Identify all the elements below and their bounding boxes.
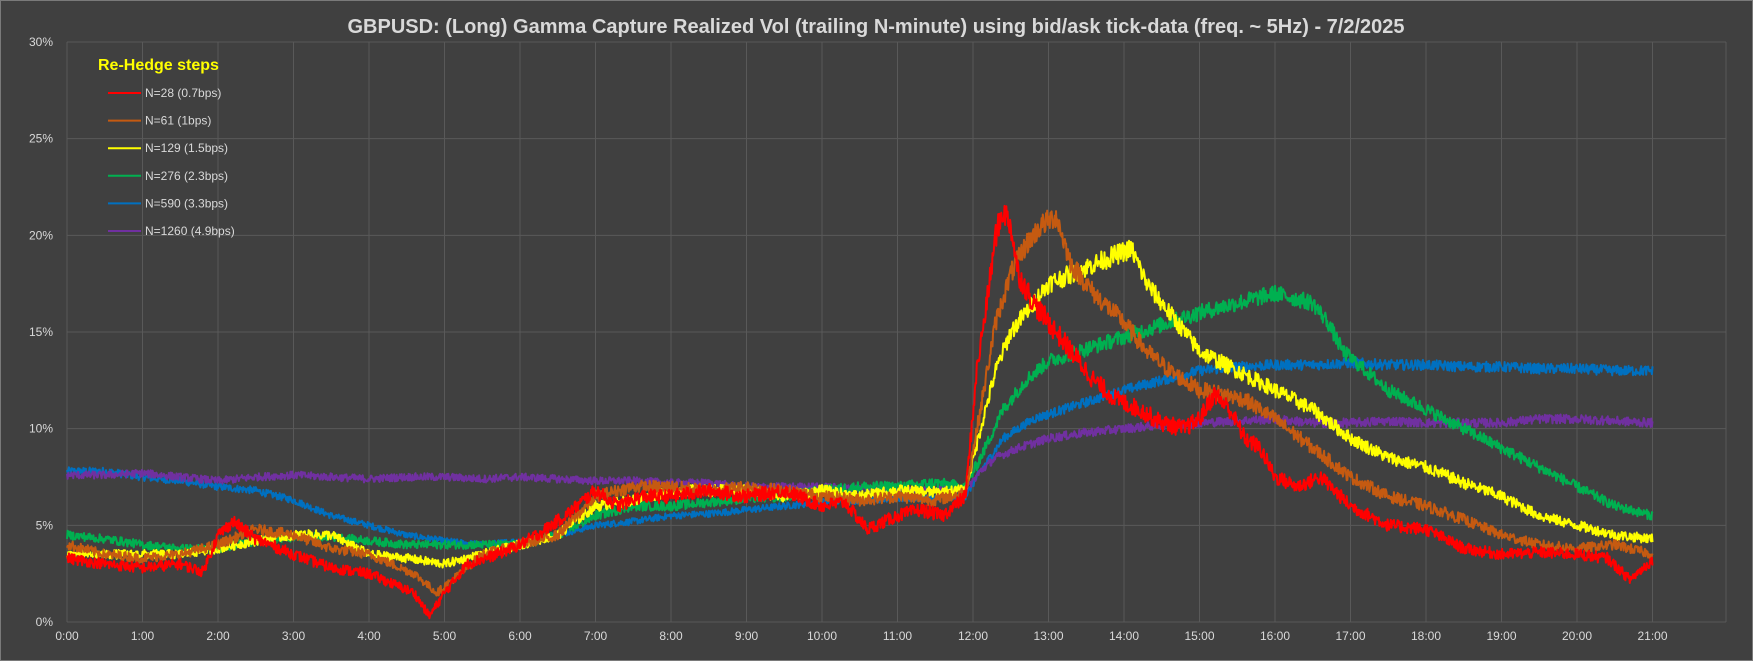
series-line [66, 239, 1654, 569]
y-tick-label: 20% [29, 228, 53, 242]
x-tick-label: 12:00 [958, 629, 988, 643]
x-tick-label: 9:00 [735, 629, 759, 643]
x-tick-label: 10:00 [807, 629, 837, 643]
legend-title: Re-Hedge steps [98, 57, 219, 74]
x-tick-label: 4:00 [357, 629, 381, 643]
x-tick-label: 5:00 [433, 629, 457, 643]
legend-entry: N=129 (1.5bps) [145, 141, 228, 155]
x-tick-label: 7:00 [584, 629, 608, 643]
x-tick-label: 11:00 [883, 629, 912, 643]
x-tick-label: 18:00 [1411, 629, 1441, 643]
y-tick-label: 25% [29, 132, 53, 146]
x-tick-label: 15:00 [1184, 629, 1214, 643]
x-tick-label: 1:00 [131, 629, 155, 643]
x-tick-label: 20:00 [1562, 629, 1592, 643]
legend-entry: N=61 (1bps) [145, 114, 211, 128]
legend-entry: N=28 (0.7bps) [145, 86, 221, 100]
y-tick-label: 10% [29, 422, 53, 436]
legend-entry: N=276 (2.3bps) [145, 169, 228, 183]
y-tick-label: 5% [36, 518, 54, 532]
x-tick-label: 17:00 [1335, 629, 1365, 643]
series-line [66, 209, 1654, 597]
legend-entry: N=1260 (4.9bps) [145, 224, 235, 238]
legend: Re-Hedge steps N=28 (0.7bps) N=61 (1bps) N… [98, 57, 235, 238]
axes: 0:00 1:00 2:00 3:00 4:00 5:00 6:00 7:00 8:00 9:00… [29, 35, 1668, 643]
chart-title: GBPUSD: (Long) Gamma Capture Realized Vo… [347, 16, 1404, 38]
series-line [66, 204, 1654, 620]
series-line [66, 413, 1654, 495]
series-lines [66, 204, 1654, 620]
y-tick-label: 0% [36, 615, 54, 629]
x-tick-label: 21:00 [1637, 629, 1667, 643]
y-tick-label: 30% [29, 35, 53, 49]
legend-entry: N=590 (3.3bps) [145, 196, 228, 210]
x-tick-label: 8:00 [659, 629, 683, 643]
x-tick-label: 13:00 [1033, 629, 1063, 643]
x-tick-label: 14:00 [1109, 629, 1139, 643]
x-tick-label: 6:00 [508, 629, 532, 643]
x-tick-label: 2:00 [206, 629, 230, 643]
x-tick-label: 16:00 [1260, 629, 1290, 643]
x-tick-label: 19:00 [1486, 629, 1516, 643]
x-tick-label: 0:00 [55, 629, 79, 643]
y-tick-label: 15% [29, 325, 53, 339]
x-tick-label: 3:00 [282, 629, 306, 643]
